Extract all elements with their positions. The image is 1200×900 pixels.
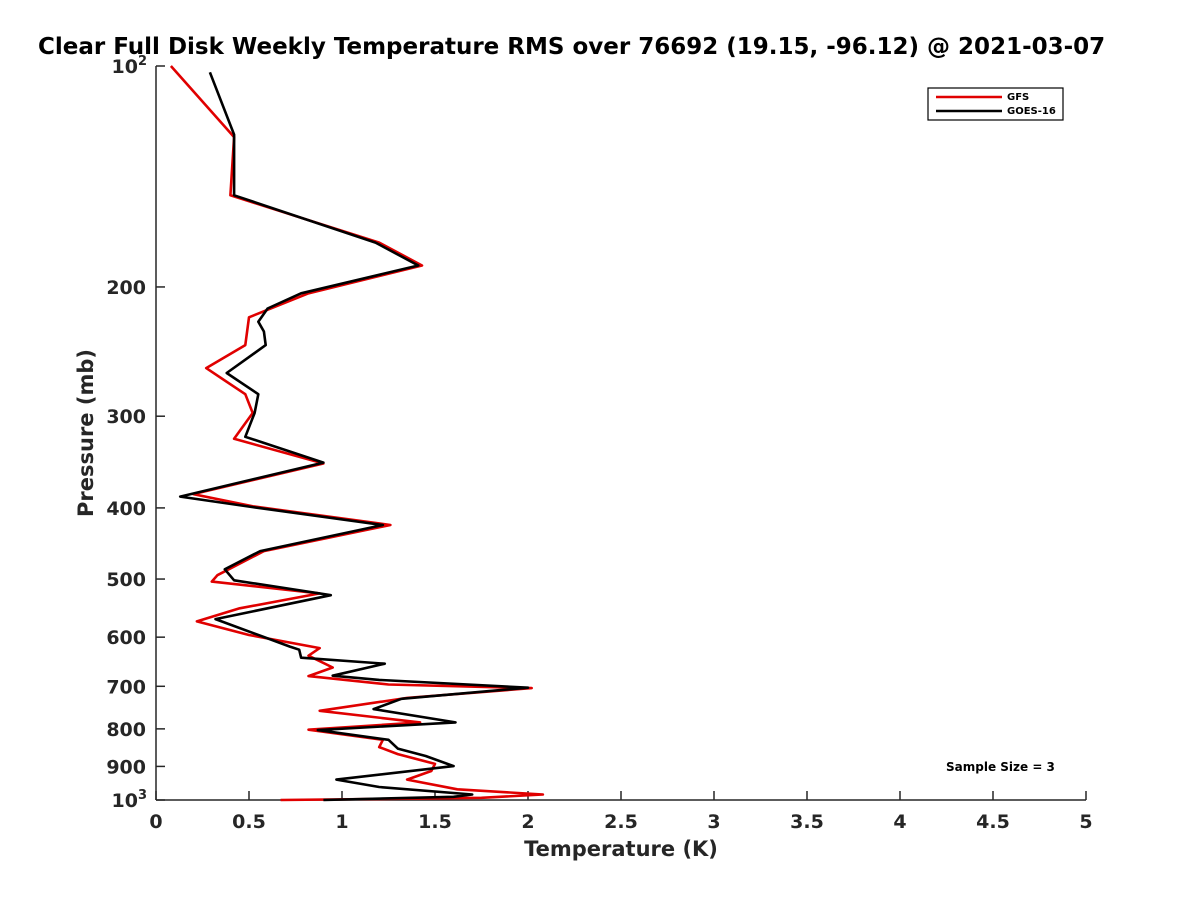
y-tick-label: 800: [106, 719, 146, 741]
legend-label-goes-16: GOES-16: [1007, 106, 1056, 117]
legend-label-gfs: GFS: [1007, 92, 1029, 103]
series-line-goes-16: [178, 71, 530, 802]
x-axis-label: Temperature (K): [524, 837, 718, 861]
x-tick-label: 4: [893, 811, 906, 833]
x-tick-label: 1: [335, 811, 348, 833]
y-tick-label: 103: [112, 788, 148, 812]
x-tick-label: 4.5: [976, 811, 1010, 833]
y-tick-label: 400: [106, 498, 146, 520]
y-tick-label: 600: [106, 627, 146, 649]
y-tick-base: 10: [112, 790, 138, 812]
x-tick-label: 0: [149, 811, 162, 833]
y-tick-exponent: 2: [138, 54, 147, 69]
x-tick-label: 1.5: [418, 811, 452, 833]
x-axis-ticks: 0 0.5 1 1.5 2 2.5 3 3.5 4 4.5 5: [149, 791, 1093, 833]
legend: GFS GOES-16: [927, 87, 1064, 121]
y-tick-label: 500: [106, 569, 146, 591]
y-axis-label: Pressure (mb): [74, 349, 98, 517]
plot-area: [155, 66, 1086, 801]
series-line-gfs: [169, 65, 545, 802]
series-lines: [169, 65, 545, 802]
x-tick-label: 2.5: [604, 811, 638, 833]
chart-title: Clear Full Disk Weekly Temperature RMS o…: [38, 34, 1105, 60]
y-tick-label: 102: [112, 54, 148, 78]
y-tick-exponent: 3: [138, 788, 147, 803]
x-tick-label: 0.5: [232, 811, 266, 833]
sample-size-annotation: Sample Size = 3: [946, 760, 1055, 774]
y-tick-label: 700: [106, 676, 146, 698]
x-tick-label: 3: [707, 811, 720, 833]
y-tick-label: 200: [106, 277, 146, 299]
x-tick-label: 5: [1079, 811, 1092, 833]
y-tick-label: 900: [106, 756, 146, 778]
y-tick-base: 10: [112, 56, 138, 78]
legend-box: [927, 87, 1064, 121]
y-tick-label: 300: [106, 406, 146, 428]
x-tick-label: 2: [521, 811, 534, 833]
x-tick-label: 3.5: [790, 811, 824, 833]
